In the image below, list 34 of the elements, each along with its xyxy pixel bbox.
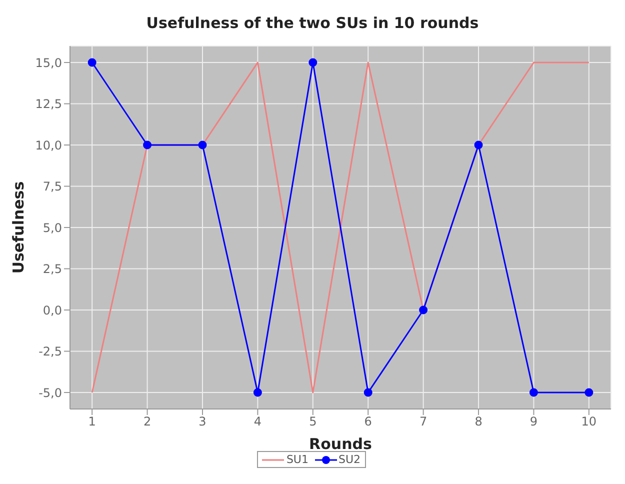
y-tick-label: 15,0 [35,56,62,70]
point [253,388,262,397]
chart-title: Usefulness of the two SUs in 10 rounds [145,13,480,34]
y-tick-label: 2,5 [42,262,62,276]
x-axis-title: Rounds [309,435,372,453]
x-tick-label: 3 [198,414,206,429]
point [419,306,428,314]
point [88,58,96,67]
legend-label: SU2 [338,453,361,466]
point [308,58,318,67]
x-tick-label: 1 [88,414,96,429]
x-tick-label: 5 [309,414,317,429]
point [143,140,152,150]
point [364,388,372,397]
point [584,388,594,397]
legend-label: SU1 [286,453,308,466]
point [529,388,538,397]
x-tick-label: 2 [143,414,152,429]
y-tick-label: 12,5 [35,97,62,112]
y-tick-label: 0,0 [42,303,62,318]
x-tick-label: 4 [254,414,262,429]
x-tick-label: 8 [474,414,482,429]
x-tick-label: 10 [581,414,597,429]
y-axis-title: Usefulness [9,181,28,274]
x-tick-label: 9 [530,414,538,429]
y-tick-label: -5,0 [38,386,62,400]
y-tick-label: 5,0 [42,220,62,235]
point [474,140,483,150]
y-tick-label: -2,5 [38,344,62,359]
y-tick-label: 10,0 [35,138,62,152]
x-tick-label: 7 [419,414,428,429]
point [198,140,207,150]
x-tick-label: 6 [364,414,372,429]
y-tick-label: 7,5 [42,180,62,194]
